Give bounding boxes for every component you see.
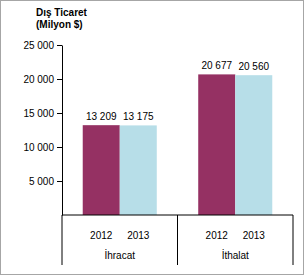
series-label: 2013 [243,230,266,241]
bar [83,125,120,215]
series-label: 2013 [127,230,150,241]
data-label: 13 209 [86,111,117,122]
series-label: 2012 [206,230,229,241]
data-label: 20 560 [238,61,269,72]
title: Dış Ticaret [36,7,88,18]
chart: Dış Ticaret(Milyon $) 13 209 20 677 13 175 2… [0,0,304,275]
data-label: 13 175 [123,111,154,122]
category-separator [177,215,178,265]
y-tick-label: 20 000 [23,74,54,85]
category-separator [62,215,63,265]
category-label: İthalat [222,249,249,261]
y-axis-line [62,46,63,216]
y-tick-mark [57,45,62,46]
y-tick-mark [57,181,62,182]
y-axis-label: (Milyon $) [36,19,83,30]
category-label: İhracat [104,249,135,261]
y-tick-label: 15 000 [23,108,54,119]
y-tick: 15 000 [23,108,62,119]
series-label: 2012 [90,230,113,241]
y-tick-mark [57,113,62,114]
category-separator [293,215,294,265]
y-tick-label: 5 000 [29,176,54,187]
y-tick: 20 000 [23,74,62,85]
bar [198,74,235,215]
y-tick: 25 000 [23,40,62,51]
y-tick-label: 25 000 [23,40,54,51]
bar [235,75,272,215]
y-tick-label: 10 000 [23,142,54,153]
y-tick: 5 000 [29,176,62,187]
data-label: 20 677 [201,60,232,71]
y-axis: 5 000 10 000 15 000 20 000 25 000 [23,40,62,216]
chart-frame [1,1,304,275]
y-tick-mark [57,79,62,80]
bar [120,125,157,215]
y-tick: 10 000 [23,142,62,153]
y-tick-mark [57,147,62,148]
bars [83,74,273,215]
